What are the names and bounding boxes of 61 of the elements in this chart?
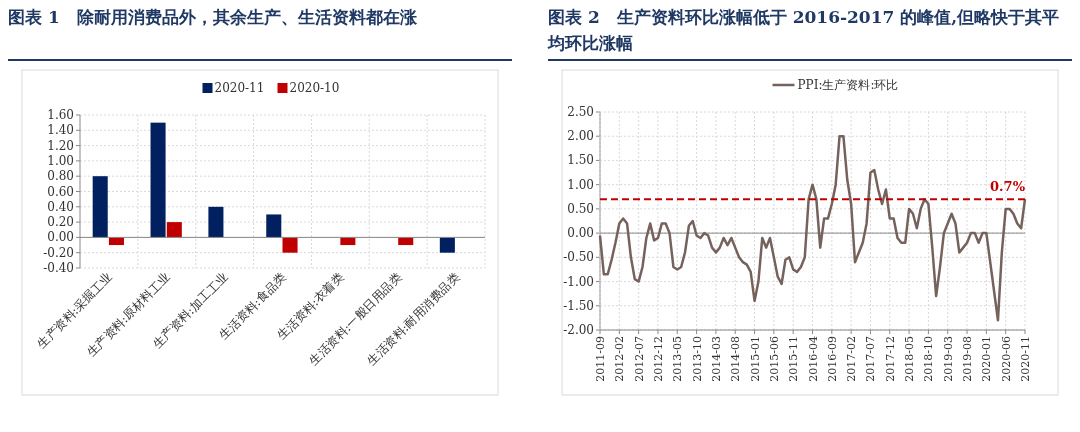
ref-line-label: 0.7% — [990, 179, 1026, 195]
x-tick-label: 2016-04 — [806, 336, 820, 382]
bar — [340, 237, 356, 246]
y-tick-label: 1.50 — [567, 153, 594, 168]
x-tick-label: 2012-12 — [651, 336, 665, 382]
y-tick-label: 0.40 — [47, 199, 74, 214]
x-tick-label: 2015-06 — [767, 336, 781, 382]
x-tick-label: 2019-03 — [941, 336, 955, 382]
line-series — [598, 134, 1027, 322]
bar — [208, 206, 224, 238]
x-tick-label: 2017-07 — [864, 336, 878, 382]
bar — [166, 222, 182, 238]
bar — [398, 237, 414, 246]
x-tick-label: 2019-08 — [961, 336, 975, 382]
x-tick-label: 2020-01 — [980, 336, 994, 382]
y-tick-label: 2.00 — [567, 129, 594, 144]
chart-title: 图表 1 除耐用消费品外，其余生产、生活资料都在涨 — [8, 6, 418, 29]
x-tick-label: 2018-05 — [903, 336, 917, 382]
y-tick-label: 1.00 — [567, 177, 594, 192]
y-tick-label: 2.50 — [567, 105, 594, 119]
x-tick-label: 2015-11 — [787, 336, 801, 382]
x-tick-label: 2020-06 — [999, 336, 1013, 382]
bar — [439, 237, 455, 253]
bar — [266, 214, 282, 238]
y-tick-label: 0.50 — [567, 201, 594, 216]
y-tick-label: -0.20 — [43, 245, 74, 260]
bar — [282, 237, 298, 253]
x-tick-label: 2016-09 — [825, 336, 839, 382]
x-tick-label: 2011-09 — [594, 336, 607, 382]
y-tick-label: 1.20 — [47, 138, 74, 153]
y-tick-label: 0.60 — [47, 184, 74, 199]
legend-label: PPI:生产资料:环比 — [797, 78, 899, 92]
x-tick-label: 2013-05 — [671, 336, 685, 382]
y-tick-label: -0.40 — [43, 261, 74, 275]
x-tick-label: 2014-03 — [709, 336, 723, 382]
y-tick-label: 1.60 — [47, 108, 74, 122]
chart-title: 图表 2 生产资料环比涨幅低于 2016-2017 的峰值,但略快于其平均环比涨幅 — [548, 6, 1061, 55]
bar — [150, 122, 166, 238]
x-tick-label: 2014-08 — [729, 336, 743, 382]
y-tick-label: -2.00 — [563, 323, 594, 337]
y-tick-label: 0.20 — [47, 215, 74, 230]
y-tick-label: 1.00 — [47, 153, 74, 168]
y-tick-label: -0.50 — [563, 250, 594, 265]
x-tick-label: 2017-12 — [883, 336, 897, 382]
y-tick-label: 0.00 — [567, 226, 594, 241]
x-tick-label: 2015-01 — [748, 336, 762, 382]
x-tick-label: 2020-11 — [1019, 336, 1032, 382]
y-tick-label: -1.50 — [563, 298, 594, 313]
y-tick-label: -1.00 — [563, 274, 594, 289]
y-tick-label: 0.80 — [47, 169, 74, 184]
legend-label: 2020-10 — [289, 81, 340, 95]
x-tick-label: 2013-10 — [690, 336, 704, 382]
x-tick-label: 2018-10 — [922, 336, 936, 382]
x-tick-label: 2012-02 — [613, 336, 627, 382]
legend-label: 2020-11 — [214, 81, 265, 95]
y-tick-label: 1.40 — [47, 123, 74, 138]
y-tick-label: 0.00 — [47, 230, 74, 245]
bar — [108, 237, 124, 246]
x-tick-label: 2012-07 — [632, 336, 646, 382]
bar — [92, 176, 108, 238]
x-tick-label: 2017-02 — [845, 336, 859, 382]
